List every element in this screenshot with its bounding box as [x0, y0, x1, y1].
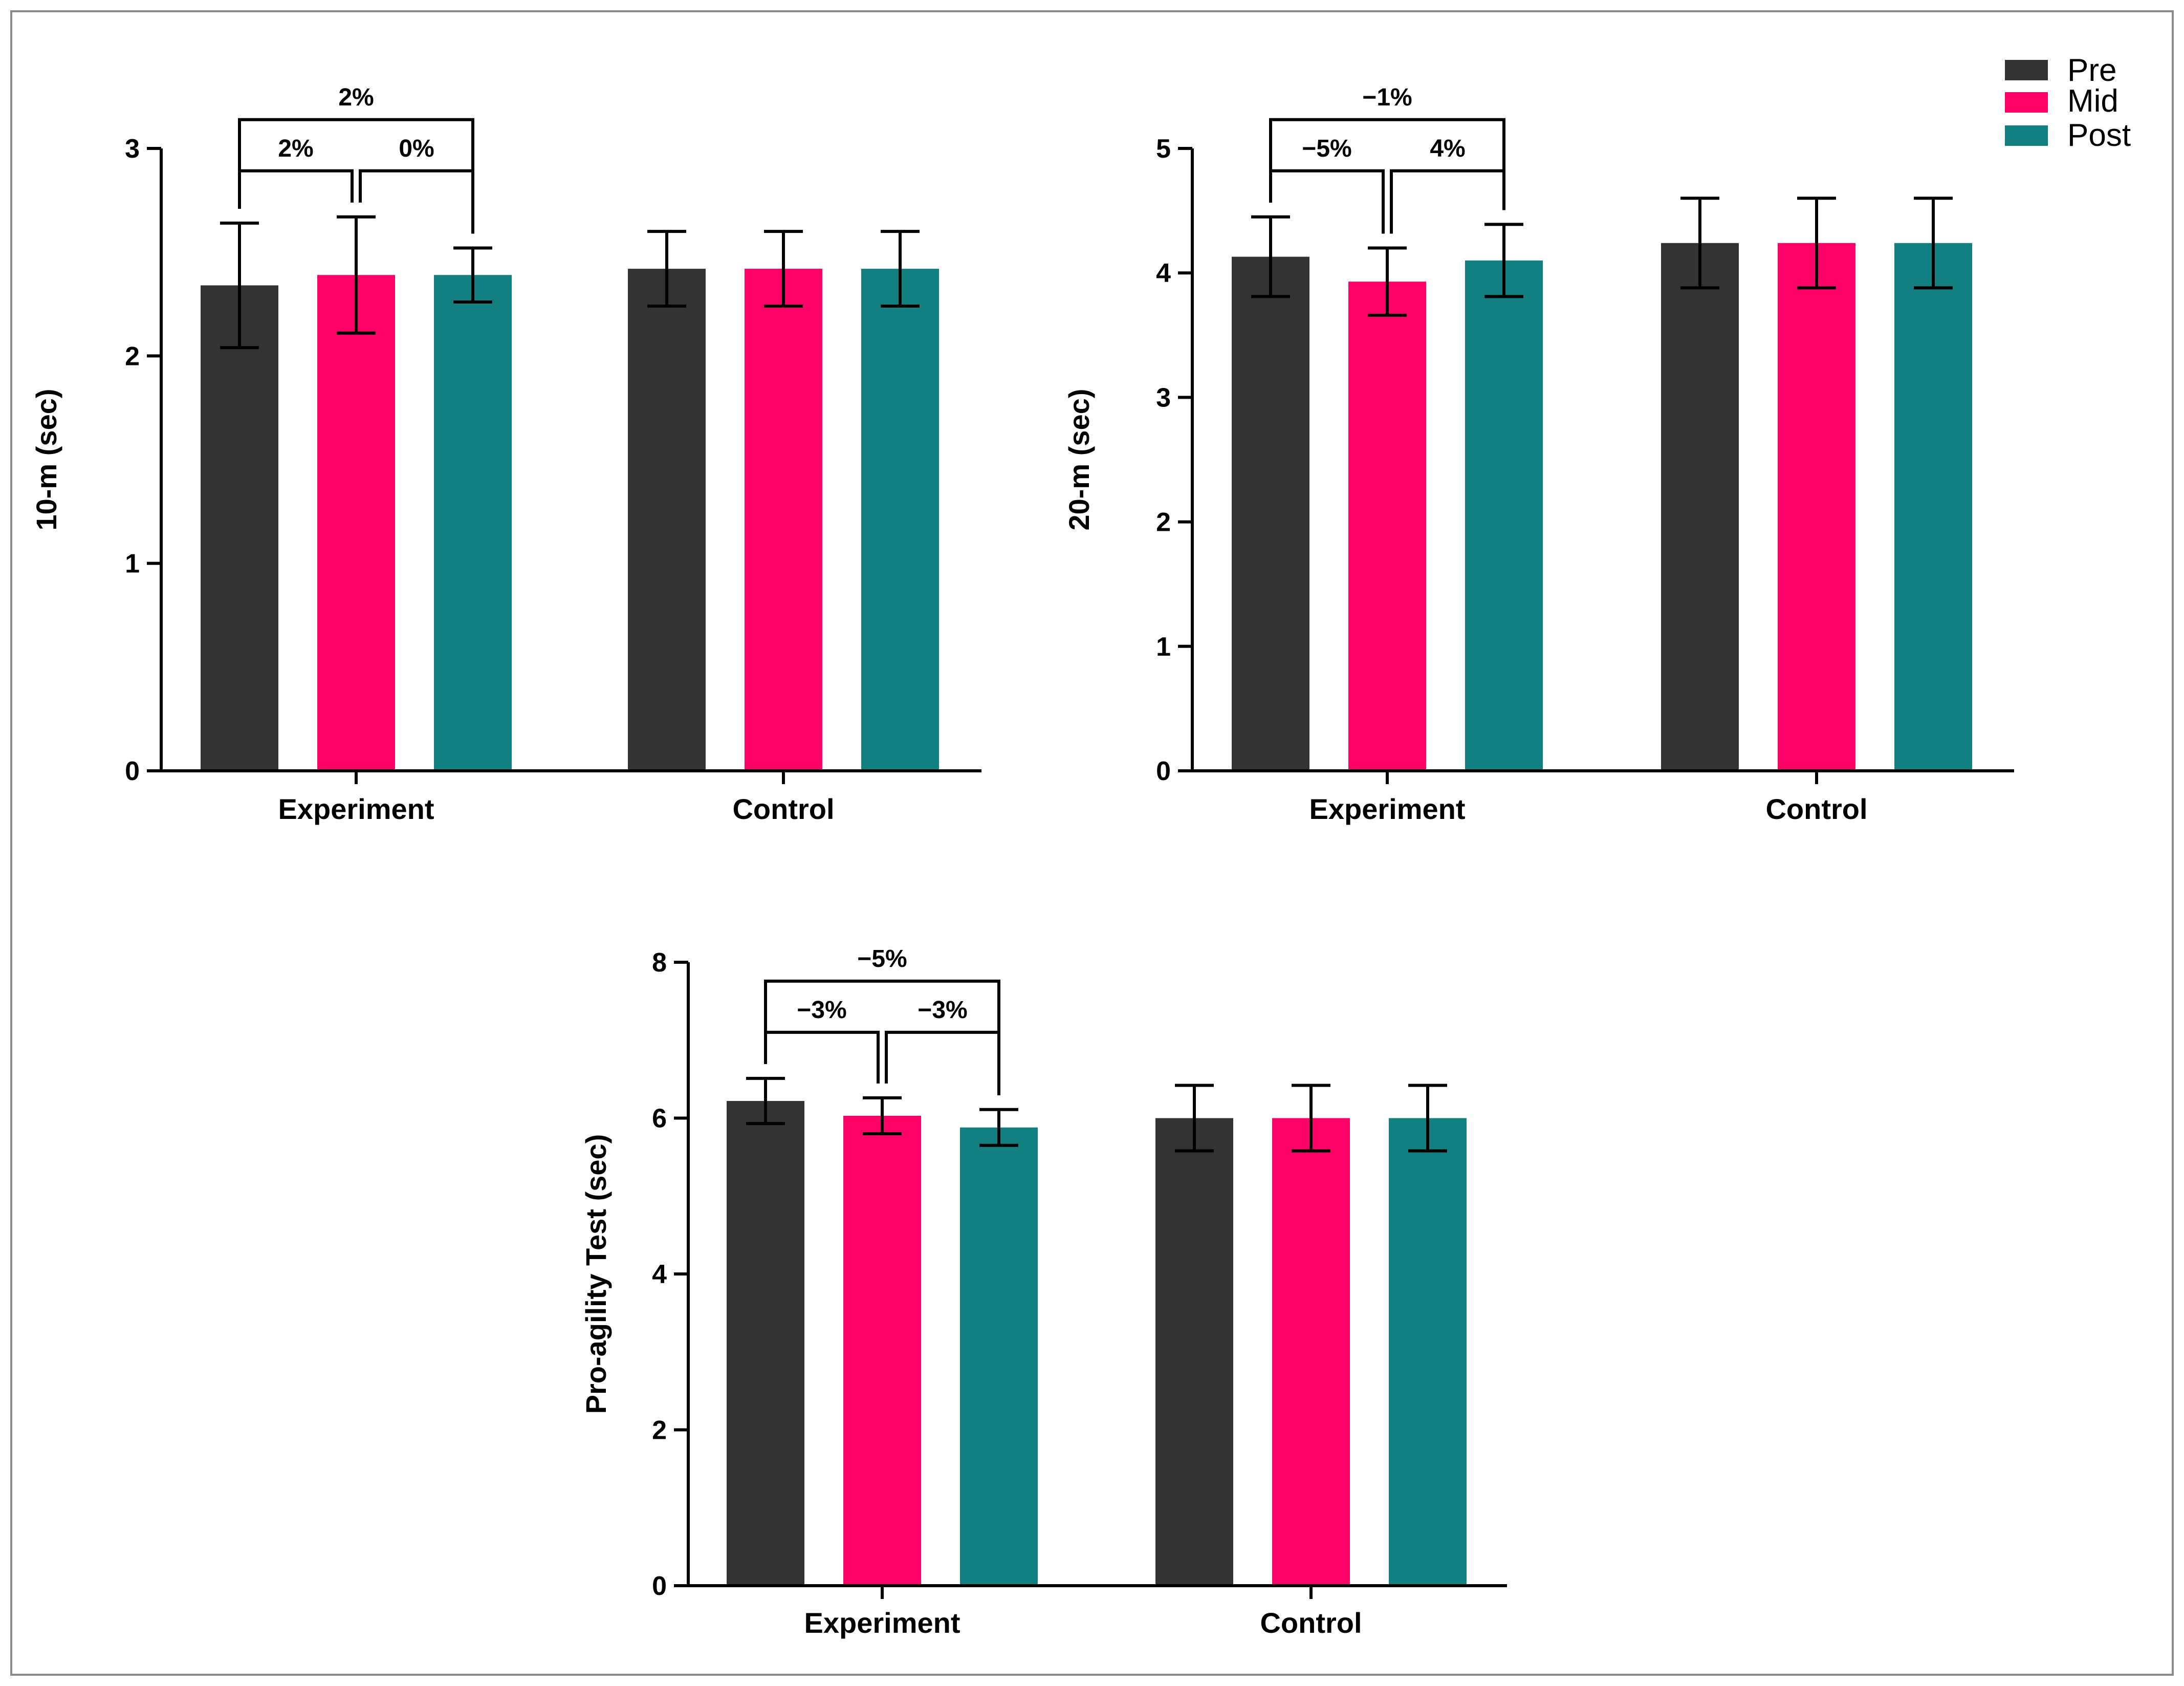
chart-pro-agility: 0 2 4 6 8 Experiment Control Pro-agility Test (…: [580, 945, 1507, 1639]
bar-post-experiment: [960, 1127, 1038, 1586]
bar-post-experiment: [1465, 260, 1543, 771]
annotation-bracket: [1269, 118, 1505, 210]
error-bar-mid-control: [764, 230, 803, 308]
bar-post-experiment: [434, 275, 512, 771]
y-tick-label: 5: [1156, 134, 1171, 164]
error-bar-mid-experiment: [863, 1096, 902, 1135]
bar-mid-control: [745, 269, 822, 771]
y-tick-label: 1: [1156, 632, 1171, 662]
legend-swatch-mid: [2005, 92, 2048, 113]
y-tick-label: 8: [652, 948, 667, 978]
annotation-label: −3%: [918, 997, 967, 1024]
chart-20m: 0 1 2 3 4 5 Experiment Control 20-m (sec) −5% 4% −1…: [1063, 84, 2014, 825]
error-bar-pre-control: [647, 230, 686, 308]
error-bar-pre-experiment: [746, 1076, 785, 1126]
bar-pre-experiment: [1232, 256, 1309, 771]
annotation-bracket: [238, 118, 474, 234]
annotation-label: 2%: [278, 135, 313, 162]
error-bar-post-experiment: [453, 246, 492, 304]
bar-post-control: [861, 269, 939, 771]
y-axis-title: 10-m (sec): [30, 388, 62, 530]
y-tick-label: 4: [652, 1260, 667, 1289]
error-bar-mid-control: [1292, 1084, 1330, 1153]
y-tick-label: 2: [125, 341, 140, 371]
legend-label-pre: Pre: [2067, 53, 2116, 88]
bar-mid-experiment: [1348, 282, 1426, 771]
bar-pre-experiment: [201, 285, 278, 771]
bar-mid-control: [1778, 243, 1855, 771]
annotation-label: 4%: [1430, 135, 1465, 162]
bar-post-control: [1389, 1118, 1467, 1586]
annotation-label: 2%: [338, 84, 374, 111]
y-tick-label: 3: [125, 134, 140, 164]
bar-pre-control: [1155, 1118, 1233, 1586]
bar-post-control: [1894, 243, 1972, 771]
x-tick-label-experiment: Experiment: [278, 793, 434, 825]
annotation-label: −5%: [1302, 135, 1351, 162]
y-tick-label: 2: [1156, 508, 1171, 537]
legend-label-post: Post: [2067, 118, 2131, 153]
annotation-label: 0%: [399, 135, 434, 162]
y-tick-label: 3: [1156, 383, 1171, 413]
bar-pre-control: [1661, 243, 1739, 771]
y-tick-label: 2: [652, 1416, 667, 1445]
bar-pre-experiment: [727, 1101, 804, 1586]
error-bar-mid-experiment: [337, 215, 376, 335]
legend-swatch-pre: [2005, 60, 2048, 80]
bar-mid-control: [1272, 1118, 1350, 1586]
y-tick-label: 0: [125, 756, 140, 786]
annotation-label: −5%: [857, 945, 907, 972]
legend: Pre Mid Post: [2005, 53, 2131, 153]
error-bar-pre-experiment: [1251, 215, 1290, 298]
x-tick-label-control: Control: [1765, 793, 1867, 825]
error-bar-post-experiment: [1484, 223, 1523, 298]
x-tick-label-control: Control: [732, 793, 834, 825]
error-bar-mid-control: [1797, 197, 1836, 290]
error-bar-post-control: [881, 230, 920, 308]
error-bar-pre-control: [1680, 197, 1719, 290]
x-tick-label-experiment: Experiment: [1309, 793, 1466, 825]
chart-10m: 0 1 2 3 Experiment Control 10-m (sec) 2% 0% 2%: [30, 84, 981, 825]
x-tick-label-control: Control: [1260, 1607, 1362, 1639]
x-tick-label-experiment: Experiment: [804, 1607, 960, 1639]
bar-pre-control: [628, 269, 706, 771]
bar-mid-experiment: [843, 1115, 921, 1586]
y-axis-title: Pro-agility Test (sec): [580, 1134, 612, 1414]
y-tick-label: 6: [652, 1104, 667, 1134]
y-tick-label: 0: [652, 1571, 667, 1601]
error-bar-pre-control: [1175, 1084, 1214, 1153]
annotation-label: −1%: [1362, 84, 1412, 111]
y-tick-label: 1: [125, 549, 140, 579]
legend-swatch-post: [2005, 125, 2048, 146]
y-tick-label: 0: [1156, 756, 1171, 786]
error-bar-post-experiment: [979, 1108, 1018, 1147]
annotation-bracket: [764, 979, 1000, 1095]
y-axis-title: 20-m (sec): [1063, 388, 1095, 530]
legend-label-mid: Mid: [2067, 83, 2119, 119]
bar-mid-experiment: [317, 275, 395, 771]
error-bar-post-control: [1408, 1084, 1447, 1153]
error-bar-pre-experiment: [220, 221, 259, 350]
error-bar-post-control: [1914, 197, 1953, 290]
y-tick-label: 4: [1156, 258, 1171, 288]
annotation-label: −3%: [797, 997, 846, 1024]
error-bar-mid-experiment: [1368, 246, 1407, 317]
